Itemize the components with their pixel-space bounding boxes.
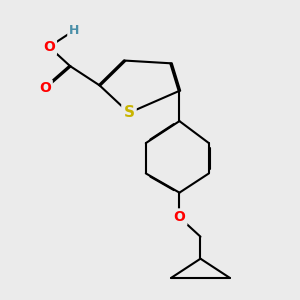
Text: O: O	[173, 210, 185, 224]
Text: O: O	[39, 81, 51, 95]
Text: O: O	[43, 40, 55, 54]
Text: H: H	[69, 24, 80, 37]
Text: S: S	[124, 105, 134, 120]
